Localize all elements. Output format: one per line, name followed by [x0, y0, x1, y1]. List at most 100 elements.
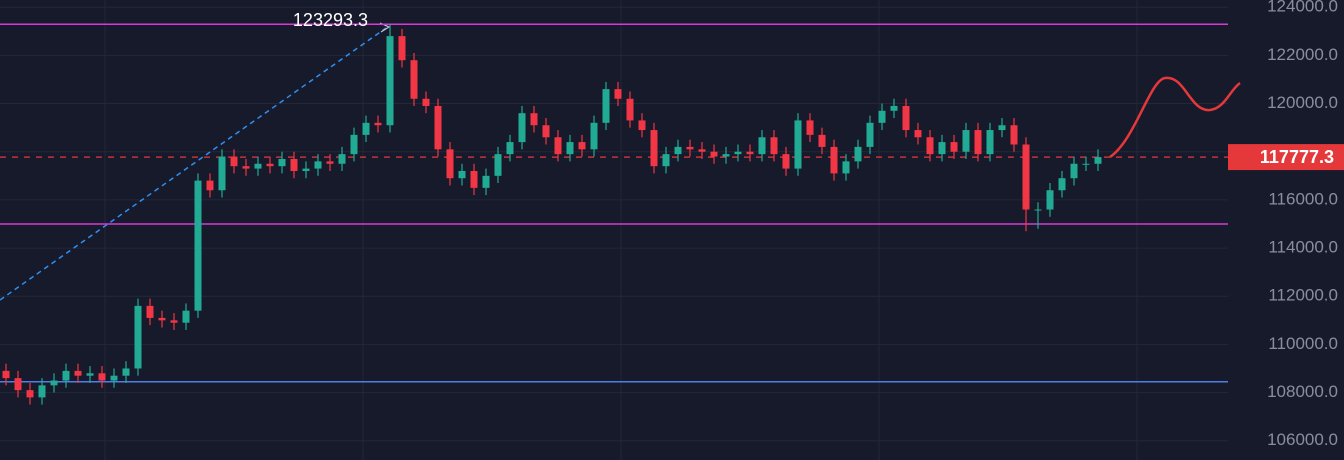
candle-body	[578, 142, 586, 150]
candle-body	[542, 125, 550, 138]
candle-body	[854, 146, 862, 162]
candle-body	[830, 146, 838, 174]
last-price-box	[1228, 144, 1344, 171]
vertical-grid	[104, 0, 1138, 460]
candle-body	[554, 137, 562, 155]
candle-body	[14, 378, 22, 391]
candle-body	[110, 375, 118, 381]
candle-body	[374, 122, 382, 126]
candle-body	[878, 110, 886, 123]
candle-body	[338, 154, 346, 164]
candle-body	[590, 122, 598, 150]
candle-body	[62, 370, 70, 381]
candle-body	[650, 130, 658, 167]
candle-body	[914, 130, 922, 138]
candle-body	[710, 151, 718, 157]
candle-body	[446, 149, 454, 179]
price-axis: 106000.0 108000.0 110000.0 112000.0 114000.0…	[1228, 0, 1344, 449]
candle-body	[986, 130, 994, 155]
candle-body	[1058, 178, 1066, 191]
candle-body	[698, 149, 706, 152]
candle-body	[218, 156, 226, 191]
candle-body	[866, 122, 874, 147]
candle-body	[926, 137, 934, 155]
y-tick-label: 110000.0	[1268, 334, 1338, 353]
candle-body	[890, 105, 898, 111]
y-tick-label: 114000.0	[1268, 238, 1338, 257]
y-tick-label: 106000.0	[1267, 430, 1338, 449]
candle-body	[602, 89, 610, 123]
candle-body	[482, 175, 490, 188]
candle-body	[26, 390, 34, 398]
candle-body	[422, 98, 430, 106]
candle-body	[254, 163, 262, 169]
candle-body	[626, 98, 634, 121]
annotation-label: 123293.3	[293, 10, 368, 30]
candle-body	[410, 60, 418, 99]
last-price-label: 117777.3	[1260, 147, 1334, 167]
candle-body	[1010, 125, 1018, 145]
candle-body	[1046, 190, 1054, 210]
candle-body	[242, 166, 250, 169]
candle-body	[266, 163, 274, 167]
candle-body	[206, 180, 214, 191]
candle-body	[290, 158, 298, 171]
candle-body	[494, 154, 502, 176]
candle-body	[734, 151, 742, 155]
candle-body	[818, 134, 826, 147]
candle-body	[746, 151, 754, 155]
candle-body	[122, 368, 130, 376]
candle-body	[722, 154, 730, 157]
candle-body	[86, 373, 94, 376]
candle-body	[434, 105, 442, 150]
candle-body	[350, 134, 358, 155]
candle-body	[2, 370, 10, 379]
y-tick-label: 124000.0	[1267, 0, 1338, 16]
candle-body	[326, 161, 334, 164]
candle-body	[566, 142, 574, 155]
candle-body	[806, 120, 814, 135]
candle-body	[158, 317, 166, 321]
candle-body	[50, 380, 58, 386]
y-tick-label: 112000.0	[1268, 286, 1338, 305]
candle-body	[38, 385, 46, 398]
candle-body	[662, 154, 670, 167]
candle-body	[194, 180, 202, 311]
candle-body	[974, 130, 982, 155]
candle-body	[686, 146, 694, 150]
candle-body	[950, 142, 958, 152]
candle-body	[302, 168, 310, 171]
candle-body	[170, 320, 178, 323]
candle-body	[638, 120, 646, 131]
candle-body	[1082, 163, 1090, 165]
forecast-curve	[1109, 76, 1241, 159]
candle-body	[998, 125, 1006, 131]
candle-body	[230, 156, 238, 167]
candle-body	[386, 36, 394, 126]
candle-body	[782, 154, 790, 169]
candle-body	[902, 105, 910, 131]
y-tick-label: 122000.0	[1267, 45, 1338, 64]
candle-body	[362, 122, 370, 135]
candle-body	[1022, 144, 1030, 210]
candle-body	[278, 158, 286, 167]
grid	[0, 6, 1228, 442]
candles	[2, 24, 1102, 405]
candle-body	[530, 113, 538, 126]
y-tick-label: 108000.0	[1267, 382, 1338, 401]
candle-body	[74, 370, 82, 376]
candle-body	[182, 310, 190, 323]
candle-body	[794, 120, 802, 169]
candle-body	[842, 161, 850, 174]
candle-body	[1034, 209, 1042, 211]
candle-body	[758, 137, 766, 155]
candle-body	[614, 89, 622, 99]
candle-body	[962, 130, 970, 152]
candle-body	[146, 305, 154, 318]
candle-body	[98, 373, 106, 381]
candle-body	[458, 170, 466, 179]
candle-body	[398, 36, 406, 61]
candle-body	[314, 161, 322, 169]
candle-body	[1070, 163, 1078, 179]
